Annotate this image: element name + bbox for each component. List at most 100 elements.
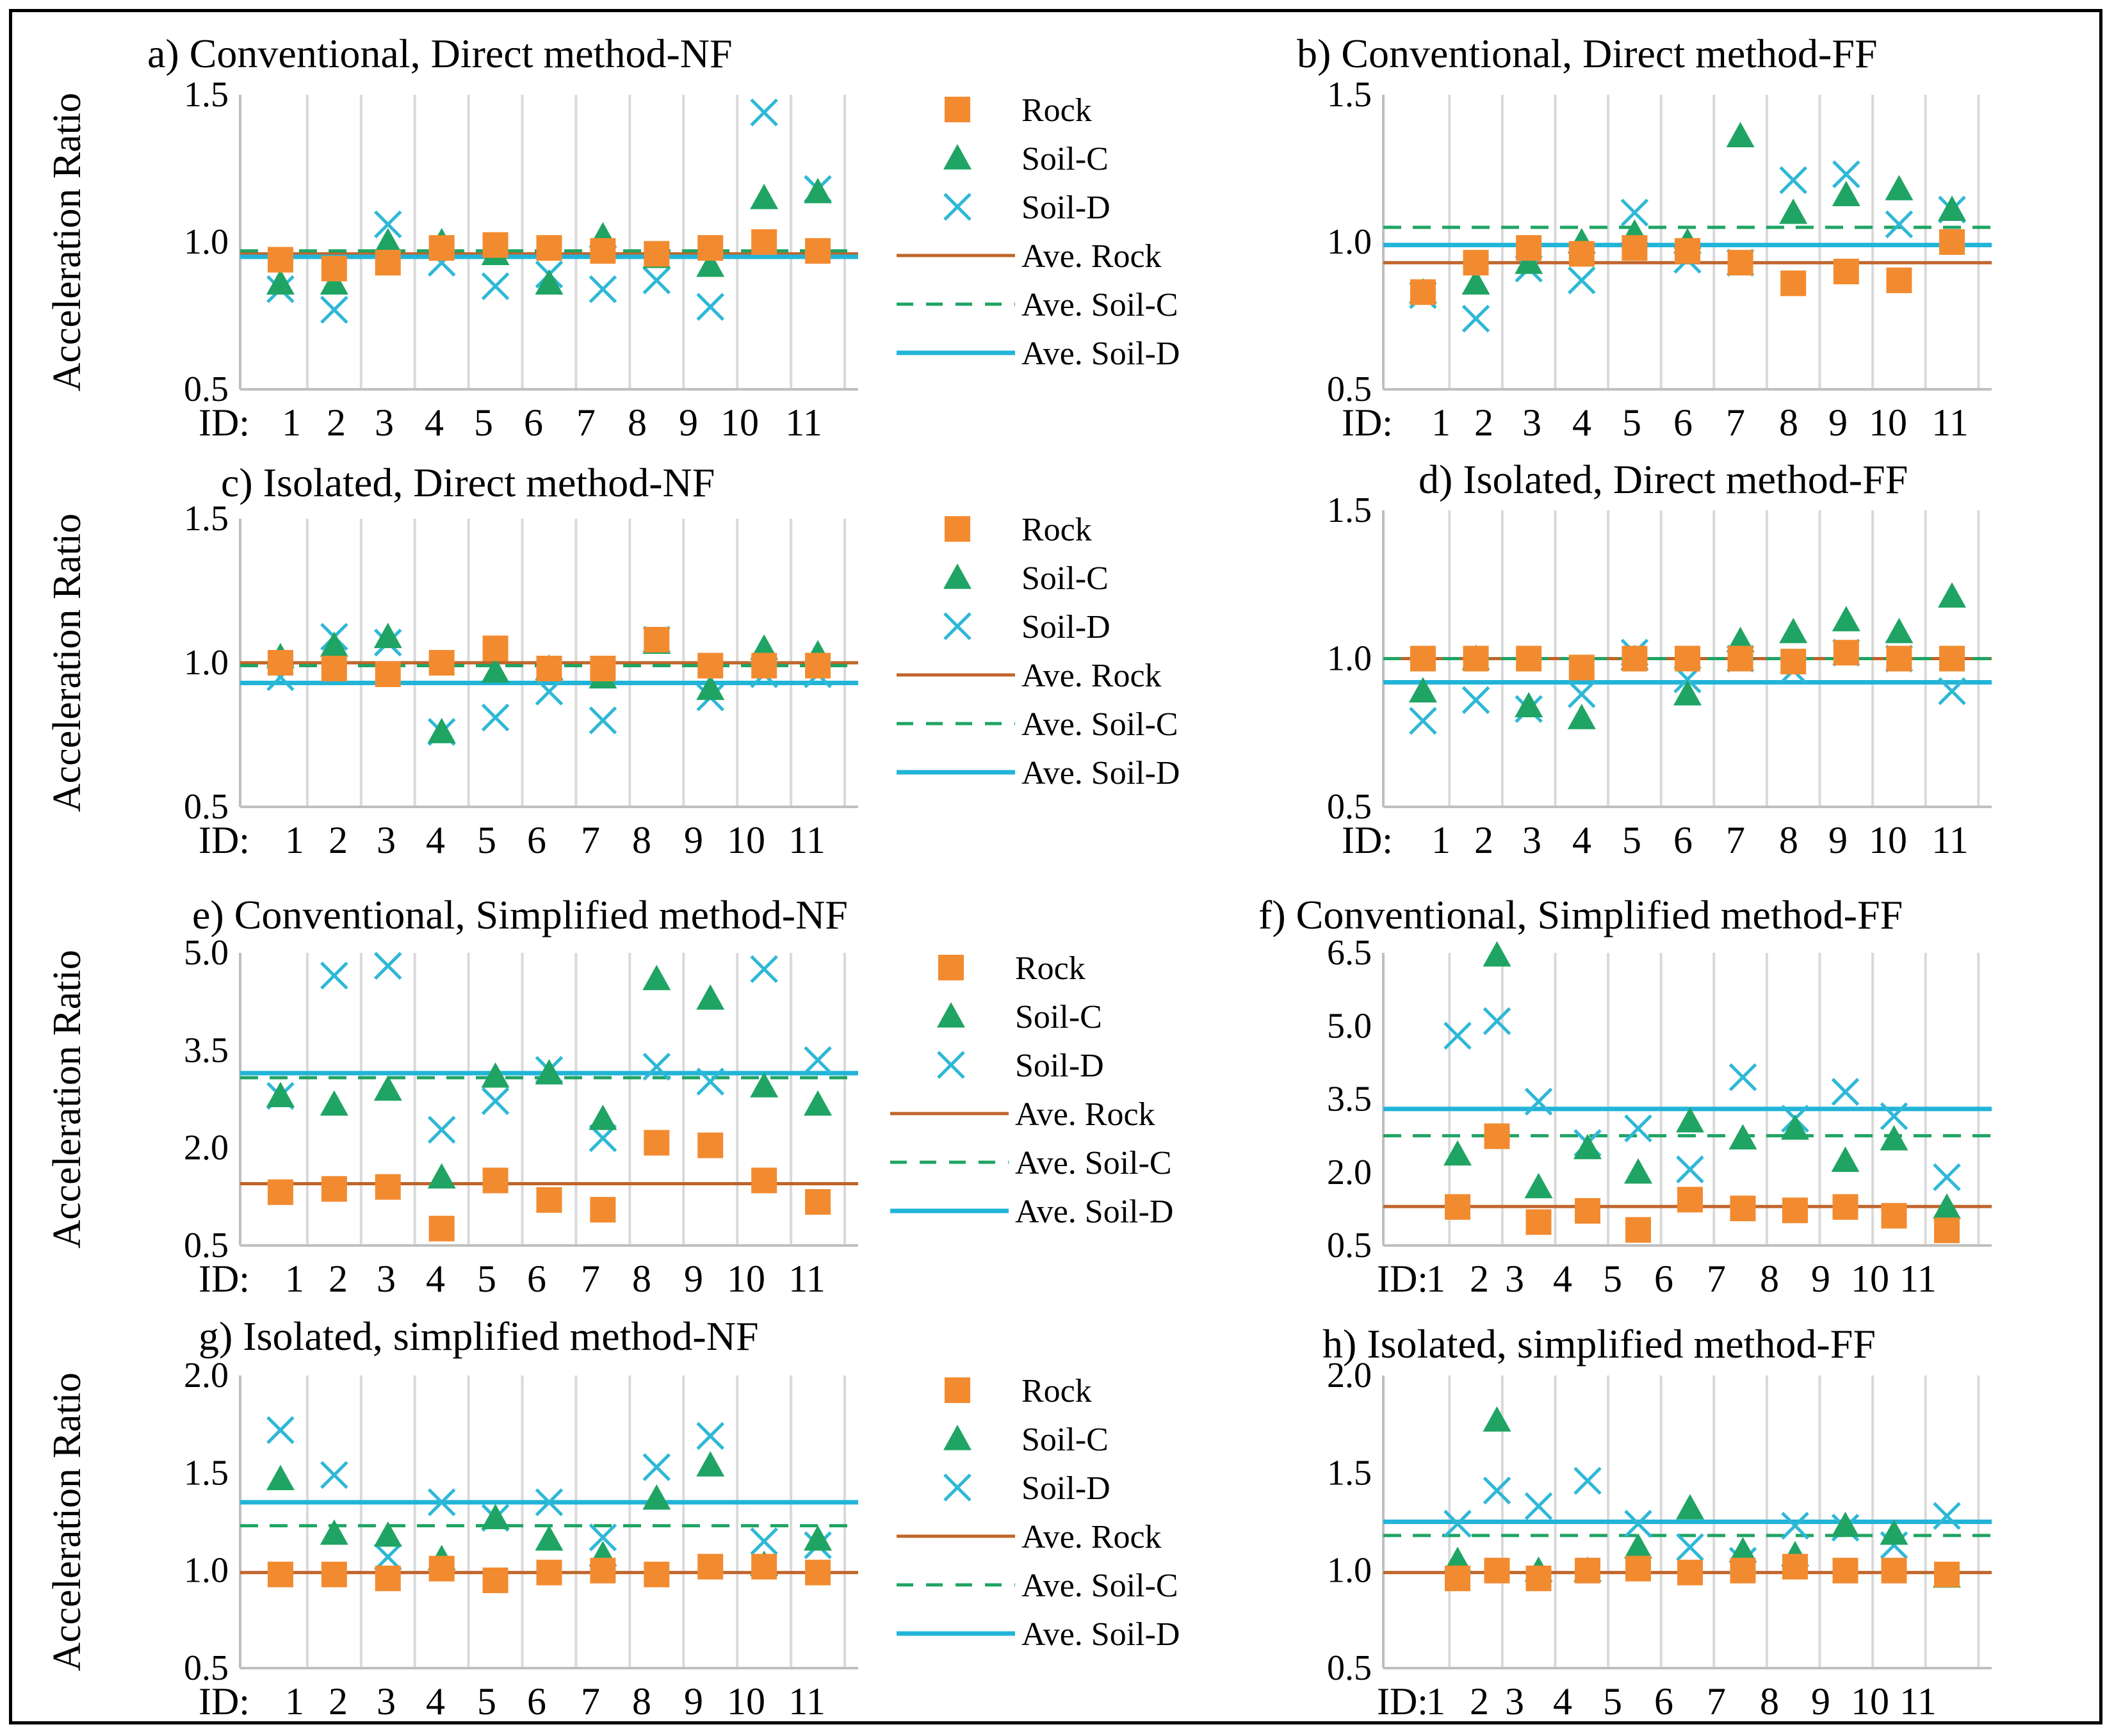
soil-c-point (1676, 1107, 1704, 1133)
x-tick-label: 10 (727, 1258, 765, 1300)
rock-point (1575, 1557, 1600, 1584)
rock-point (1410, 279, 1436, 305)
soil-c-point (266, 269, 295, 295)
soil-c-point (1443, 1140, 1472, 1166)
x-tick-label: 8 (1779, 402, 1798, 444)
rock-point (1622, 645, 1648, 672)
x-tick-label: 1 (285, 1258, 304, 1300)
rock-point (590, 1557, 616, 1584)
rock-point (1516, 645, 1542, 672)
x-tick-label: 10 (1851, 1680, 1889, 1723)
x-prefix-label: ID: (1377, 1680, 1428, 1723)
chart-a: a) Conventional, Direct method-NF Acceler… (45, 31, 1180, 444)
soil-d-point (589, 706, 617, 734)
soil-c-point (1515, 248, 1543, 274)
soil-d-point (1461, 686, 1490, 715)
rock-point (321, 1561, 347, 1587)
x-tick-label: 8 (628, 402, 647, 444)
rock-point (945, 97, 970, 122)
legend-label: Rock (1021, 92, 1092, 129)
rock-point (1463, 250, 1489, 276)
rock-point (267, 1561, 293, 1587)
legend: Rock Soil-C Soil-D Ave. Rock Ave. Soil-C Ave.… (897, 1373, 1180, 1653)
rock-point (1730, 1557, 1756, 1584)
soil-c-point (1728, 1537, 1757, 1562)
x-tick-label: 5 (474, 402, 493, 444)
soil-d-point (373, 952, 402, 980)
soil-d-point (266, 1416, 295, 1445)
x-tick-label: 5 (1603, 1680, 1622, 1723)
x-tick-label: 7 (1707, 1258, 1726, 1300)
x-tick-label: 1 (1431, 402, 1451, 444)
x-tick-label: 7 (1726, 819, 1745, 861)
y-tick-label: 2.0 (1327, 1356, 1372, 1395)
rock-point (1568, 654, 1595, 681)
legend: Rock Soil-C Soil-D Ave. Rock Ave. Soil-C Ave.… (897, 512, 1180, 791)
chart-c: c) Isolated, Direct method-NF Acceleratio… (45, 460, 1180, 861)
y-tick-label: 1.0 (1327, 222, 1372, 262)
soil-c-point (696, 1451, 725, 1477)
soil-d-point (1573, 1466, 1602, 1495)
x-tick-label: 1 (285, 1680, 304, 1723)
soil-d-point (937, 1051, 965, 1079)
y-tick-label: 3.5 (1327, 1080, 1372, 1119)
rock-point (1463, 645, 1489, 672)
soil-d-point (642, 266, 671, 295)
x-tick-label: 11 (1931, 402, 1969, 444)
legend-label: Rock (1021, 512, 1092, 548)
soil-c-point (320, 631, 348, 657)
x-tick-label: 6 (527, 1258, 546, 1300)
x-tick-label: 4 (1553, 1258, 1572, 1300)
x-tick-label: 2 (329, 1258, 348, 1300)
soil-c-point (1726, 122, 1755, 147)
rock-point (945, 516, 970, 542)
y-tick-label: 2.0 (184, 1356, 229, 1395)
soil-d-point (427, 1115, 456, 1144)
rock-point (751, 1167, 777, 1194)
y-tick-label: 1.5 (184, 75, 229, 115)
rock-point (1780, 270, 1807, 296)
y-tick-label: 1.5 (184, 1453, 229, 1493)
soil-d-point (943, 1473, 972, 1502)
x-tick-label: 8 (1760, 1680, 1779, 1723)
rock-point (938, 955, 964, 980)
soil-c-point (1483, 1406, 1511, 1432)
y-tick-label: 1.0 (184, 222, 229, 262)
rock-point (697, 1553, 724, 1580)
soil-c-point (1779, 617, 1808, 644)
y-axis-label: Acceleration Ratio (45, 950, 89, 1249)
x-tick-label: 2 (1470, 1258, 1489, 1300)
x-tick-label: 5 (1603, 1258, 1622, 1300)
rock-point (1675, 645, 1700, 672)
x-prefix-label: ID: (1342, 402, 1393, 444)
legend-label: Soil-C (1021, 1422, 1109, 1458)
rock-point (590, 238, 616, 264)
y-axis-label: Acceleration Ratio (45, 1372, 89, 1671)
soil-c-point (1624, 1533, 1652, 1559)
rock-point (1780, 649, 1807, 675)
y-tick-label: 6.5 (1327, 933, 1372, 973)
soil-c-point (373, 622, 402, 649)
rock-point (1575, 1197, 1600, 1224)
rock-point (1625, 1555, 1651, 1582)
soil-c-point (1624, 1158, 1652, 1184)
legend-label: Soil-D (1021, 190, 1110, 226)
soil-d-point (1938, 677, 1966, 706)
x-prefix-label: ID: (199, 1680, 250, 1723)
x-tick-label: 8 (1760, 1258, 1779, 1300)
soil-c-point (1880, 1124, 1908, 1151)
rock-point (482, 635, 508, 661)
x-tick-label: 3 (377, 1680, 396, 1723)
x-tick-label: 1 (282, 402, 301, 444)
soil-c-point (1832, 606, 1860, 631)
rock-point (428, 1555, 455, 1582)
rock-point (644, 1561, 670, 1587)
x-tick-label: 9 (1828, 819, 1848, 861)
legend-label: Soil-D (1021, 609, 1110, 645)
x-tick-label: 2 (1474, 819, 1493, 861)
soil-d-point (1483, 1007, 1511, 1035)
soil-d-point (1831, 1078, 1860, 1106)
rock-point (267, 1179, 293, 1205)
soil-d-point (1880, 1102, 1908, 1130)
x-tick-label: 5 (1622, 819, 1641, 861)
